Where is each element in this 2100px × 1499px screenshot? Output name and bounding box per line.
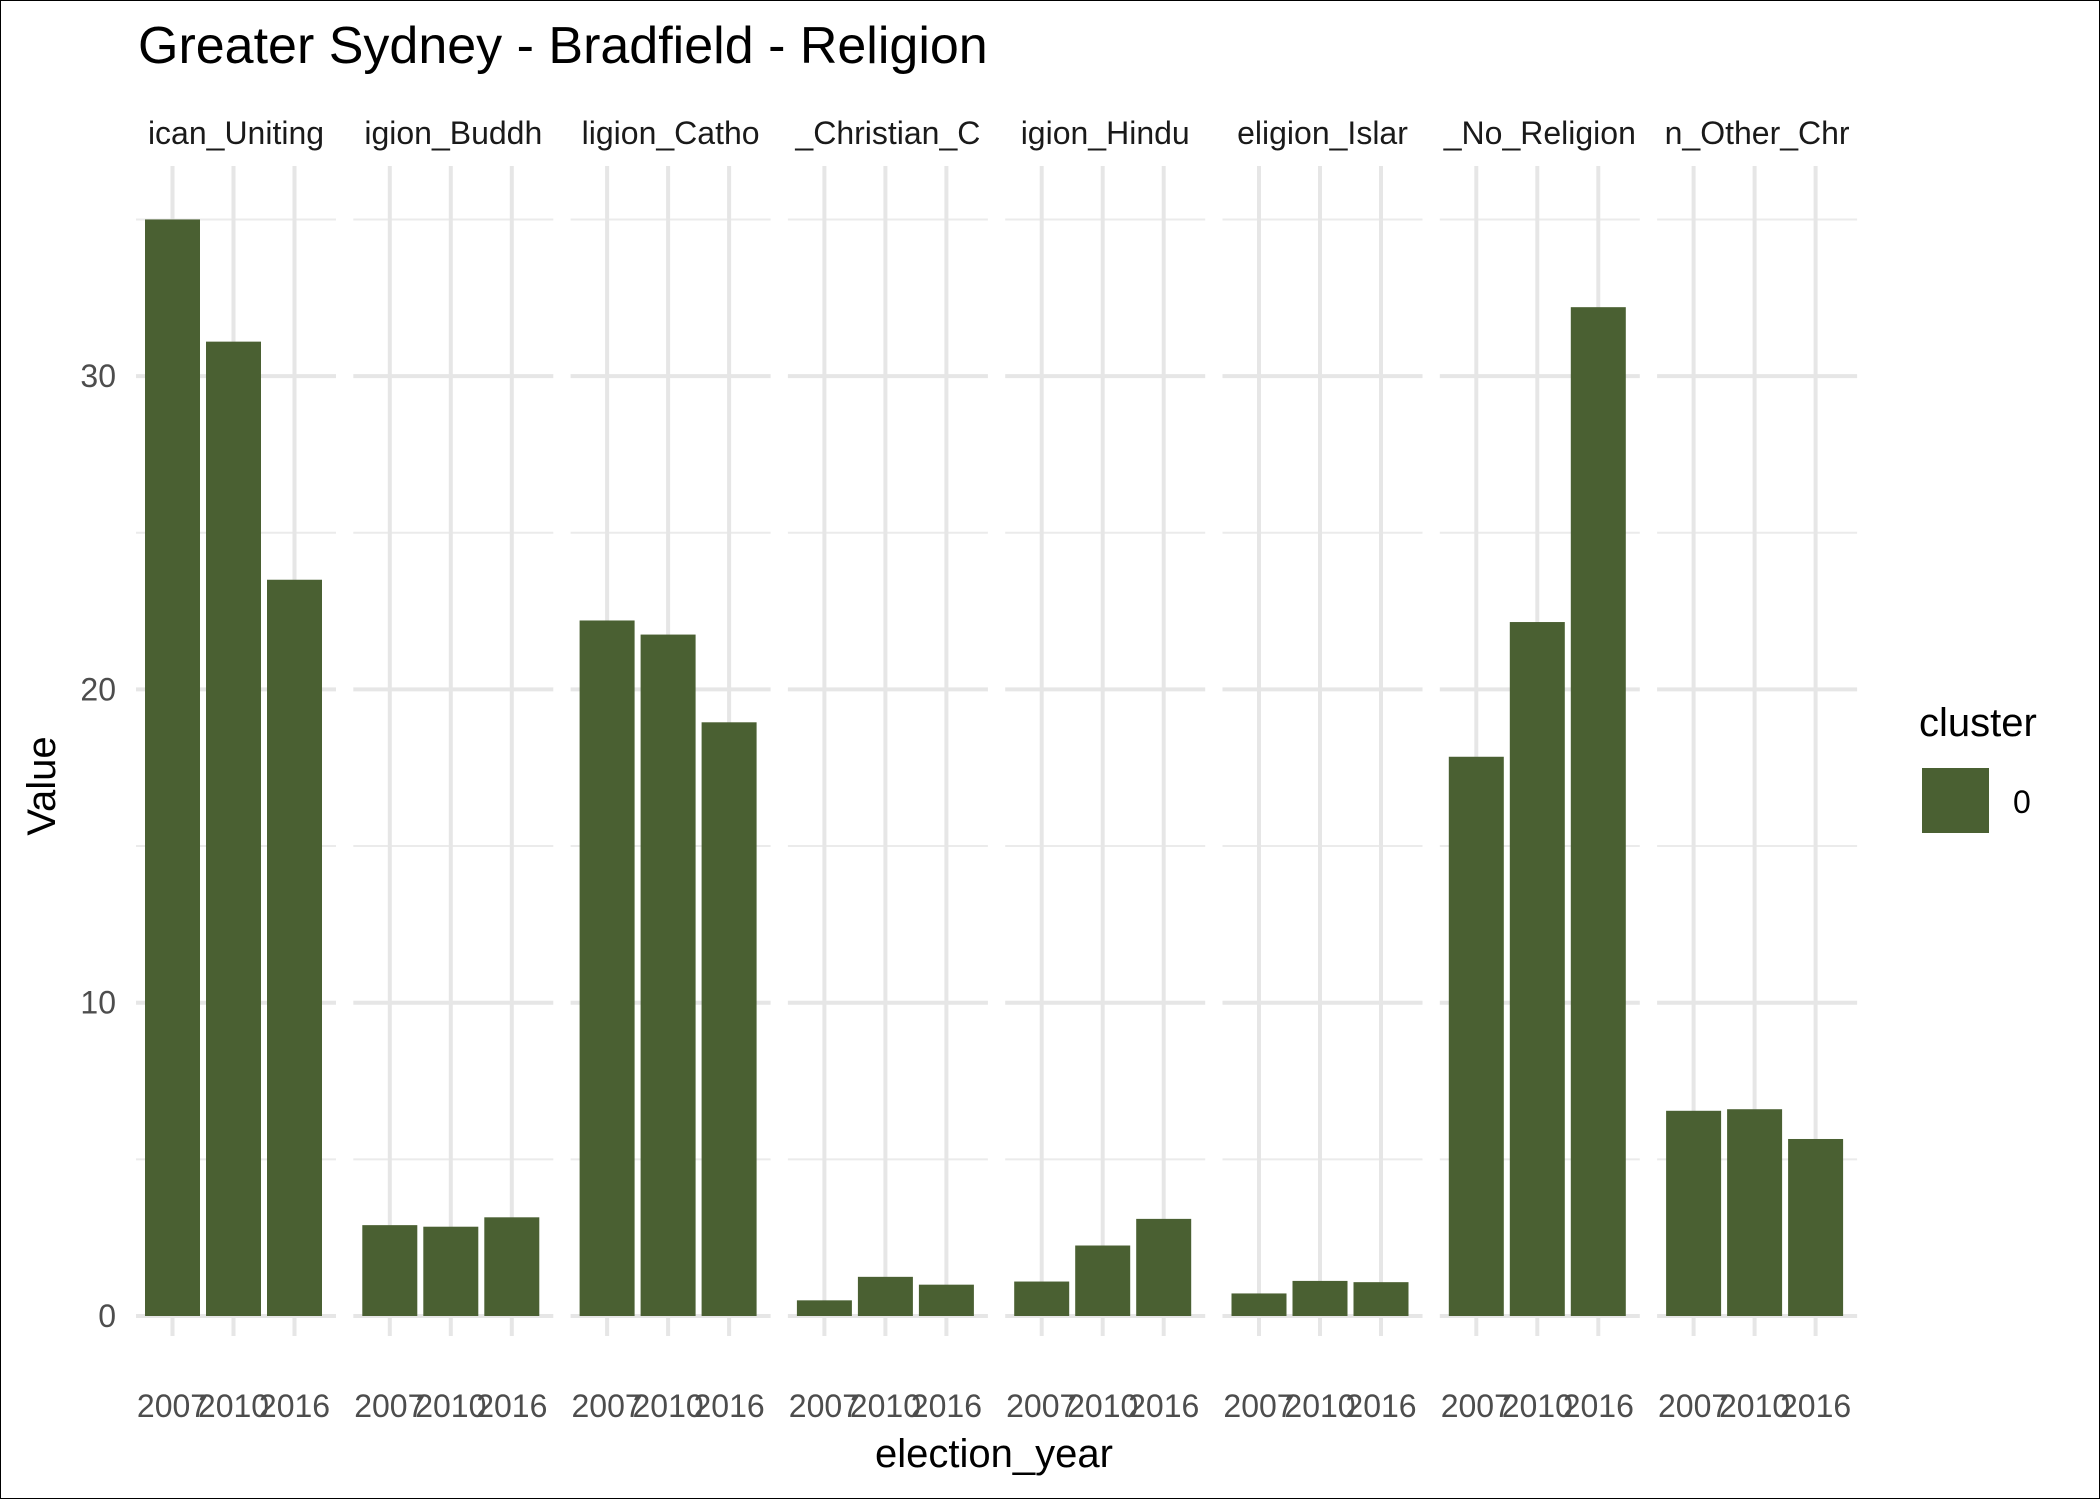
facet-strip-label: ligion_Catho <box>582 115 760 151</box>
legend-key-swatch <box>1922 768 1989 833</box>
bar <box>145 219 200 1317</box>
facet-strip-label: eligion_Islar <box>1237 115 1408 151</box>
bar <box>1353 1282 1409 1316</box>
bar <box>1231 1293 1287 1316</box>
x-tick-label: 2007 <box>1006 1388 1077 1424</box>
x-tick-label: 2007 <box>789 1388 860 1424</box>
bar <box>1075 1245 1131 1316</box>
bar <box>1570 307 1626 1316</box>
facet-panels: ican_Uniting200720102016igion_Buddh20072… <box>136 115 1858 1424</box>
bar <box>1136 1218 1192 1316</box>
bar <box>1788 1138 1844 1316</box>
y-axis-title: Value <box>20 736 64 835</box>
x-tick-label: 2016 <box>476 1388 547 1424</box>
bar <box>206 341 261 1317</box>
x-tick-label: 2010 <box>415 1388 486 1424</box>
bar <box>579 620 635 1316</box>
y-tick-label: 0 <box>98 1298 116 1334</box>
x-tick-label: 2007 <box>572 1388 643 1424</box>
bar <box>1666 1110 1722 1316</box>
facet-strip-label: ican_Uniting <box>148 115 324 151</box>
bar <box>918 1284 974 1316</box>
bar <box>1014 1281 1070 1316</box>
facet-strip-label: _No_Religion <box>1443 115 1636 151</box>
x-tick-label: 2016 <box>1345 1388 1416 1424</box>
facet-strip-label: igion_Hindu <box>1021 115 1190 151</box>
bar <box>362 1225 418 1316</box>
facet-strip-label: igion_Buddh <box>364 115 542 151</box>
legend-label: 0 <box>2013 784 2031 820</box>
y-tick-label: 30 <box>80 358 116 394</box>
x-tick-label: 2010 <box>1719 1388 1790 1424</box>
x-axis-title: election_year <box>875 1432 1113 1476</box>
x-tick-label: 2016 <box>1563 1388 1634 1424</box>
x-tick-label: 2010 <box>1284 1388 1355 1424</box>
x-tick-label: 2010 <box>198 1388 269 1424</box>
bar <box>267 579 322 1316</box>
y-tick-label: 20 <box>80 671 116 707</box>
bar <box>1448 756 1504 1316</box>
bar <box>857 1276 913 1316</box>
x-tick-label: 2007 <box>1441 1388 1512 1424</box>
y-axis: 0 10 20 30 <box>80 358 116 1334</box>
legend: cluster 0 <box>1919 701 2037 833</box>
chart-title: Greater Sydney - Bradfield - Religion <box>138 17 988 75</box>
bar <box>796 1300 852 1316</box>
x-tick-label: 2016 <box>259 1388 330 1424</box>
bar <box>423 1226 479 1316</box>
y-tick-label: 10 <box>80 985 116 1021</box>
x-tick-label: 2007 <box>137 1388 208 1424</box>
x-tick-label: 2010 <box>850 1388 921 1424</box>
x-tick-label: 2007 <box>354 1388 425 1424</box>
bar <box>1509 622 1565 1316</box>
x-tick-label: 2007 <box>1658 1388 1729 1424</box>
x-tick-label: 2016 <box>1128 1388 1199 1424</box>
facet-strip-label: n_Other_Chr <box>1665 115 1850 151</box>
x-tick-label: 2007 <box>1223 1388 1294 1424</box>
facet-strip-label: _Christian_C <box>794 115 980 151</box>
bar <box>640 634 696 1316</box>
x-tick-label: 2010 <box>1502 1388 1573 1424</box>
bar <box>701 722 757 1316</box>
bar <box>1292 1280 1348 1316</box>
x-tick-label: 2016 <box>911 1388 982 1424</box>
bar <box>484 1217 540 1316</box>
x-tick-label: 2016 <box>694 1388 765 1424</box>
x-tick-label: 2010 <box>633 1388 704 1424</box>
x-tick-label: 2010 <box>1067 1388 1138 1424</box>
bar <box>1727 1109 1783 1316</box>
x-tick-label: 2016 <box>1780 1388 1851 1424</box>
legend-title: cluster <box>1919 701 2037 745</box>
